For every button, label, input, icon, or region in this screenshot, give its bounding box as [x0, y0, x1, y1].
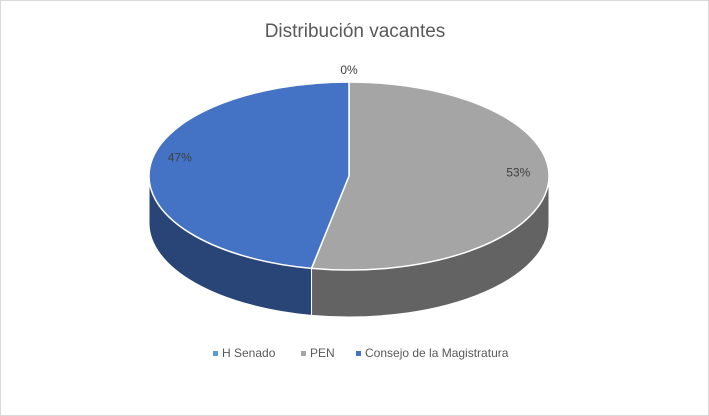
legend-label: Consejo de la Magistratura: [365, 346, 509, 360]
legend-marker: [356, 351, 361, 356]
legend-label: H Senado: [222, 346, 276, 360]
legend-marker: [301, 351, 306, 356]
pie-slice: [148, 81, 350, 270]
data-label: 53%: [506, 166, 530, 180]
chart-title: Distribución vacantes: [265, 21, 446, 42]
legend-label: PEN: [310, 346, 335, 360]
data-label: 47%: [168, 151, 192, 165]
legend-marker: [213, 351, 218, 356]
data-label: 0%: [340, 63, 358, 77]
pie-slice: [310, 81, 550, 271]
